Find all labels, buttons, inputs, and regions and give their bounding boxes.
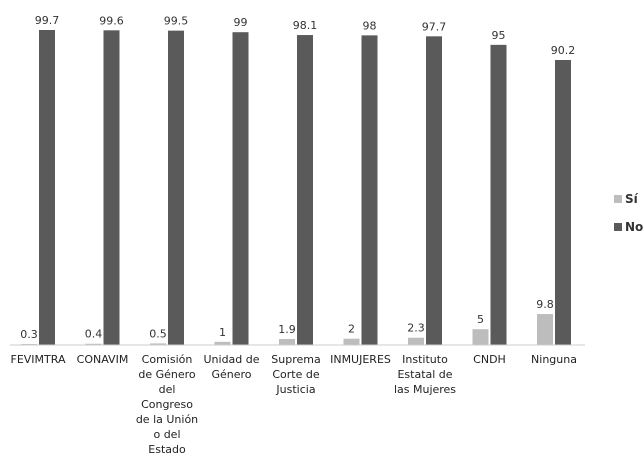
x-tick-label: Instituto Estatal de las Mujeres: [393, 353, 457, 396]
x-tick-label: CNDH: [473, 353, 506, 366]
data-label: 99: [234, 16, 248, 29]
bar: [279, 338, 295, 345]
x-tick-label: INMUJERES: [330, 353, 391, 366]
data-label: 1.9: [278, 323, 296, 336]
data-label: 5: [477, 313, 484, 326]
bar: [490, 44, 507, 345]
data-label: 98: [363, 19, 377, 32]
data-label: 1: [219, 326, 226, 339]
data-label: 2.3: [407, 322, 425, 335]
bar: [168, 30, 184, 345]
data-label: 9.8: [536, 298, 554, 311]
data-label: 0.4: [85, 328, 103, 341]
legend-swatch: [614, 195, 622, 203]
bar: [408, 337, 424, 345]
legend-label: Sí: [625, 192, 638, 206]
bar: [297, 35, 313, 345]
x-tick-label: Suprema Corte de Justicia: [271, 353, 321, 396]
bar: [214, 341, 231, 345]
bar: [103, 30, 120, 345]
bar: [426, 36, 442, 345]
data-label: 90.2: [551, 44, 576, 57]
legend-item: Sí: [614, 192, 638, 206]
data-label: 99.6: [99, 14, 124, 27]
x-tick-label: Ninguna: [531, 353, 577, 366]
bar: [472, 329, 489, 345]
bar: [343, 338, 360, 345]
data-label: 99.5: [164, 15, 189, 28]
data-label: 0.5: [149, 327, 167, 340]
bar: [537, 314, 553, 345]
data-label: 97.7: [422, 20, 447, 33]
x-tick-label: Unidad de Género: [203, 353, 260, 381]
x-tick-label: Comisión de Género del Congreso de la Un…: [135, 353, 199, 456]
bar: [232, 32, 249, 345]
x-tick-label: CONAVIM: [76, 353, 129, 366]
bar: [361, 35, 378, 345]
legend-item: No: [614, 220, 643, 234]
bar: [85, 343, 102, 345]
bar: [555, 60, 571, 345]
data-label: 98.1: [293, 19, 318, 32]
legend-label: No: [625, 220, 644, 234]
data-label: 95: [492, 29, 506, 42]
bar: [150, 343, 166, 345]
x-tick-label: FEVIMTRA: [10, 353, 66, 366]
legend-swatch: [614, 223, 622, 231]
data-label: 99.7: [35, 14, 60, 27]
data-label: 0.3: [20, 328, 38, 341]
data-label: 2: [348, 323, 355, 336]
bar: [39, 30, 55, 345]
